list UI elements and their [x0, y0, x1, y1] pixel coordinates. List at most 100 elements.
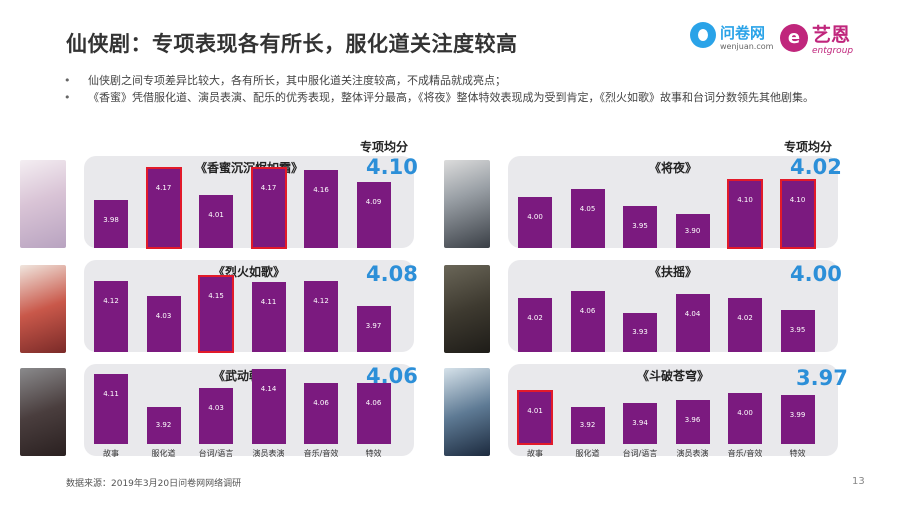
category-label: 演员表演: [252, 449, 285, 458]
page-number: 13: [852, 476, 865, 487]
bar-5: [304, 382, 338, 444]
bar-value-label: 3.99: [789, 410, 806, 419]
category-label: 台词/语言: [198, 449, 234, 458]
bar-1: [94, 374, 128, 444]
bar-value-label: 3.97: [365, 322, 382, 331]
panel-title: 《烈火如歌》: [212, 265, 285, 279]
bar-value-label: 4.17: [260, 184, 277, 193]
bar-value-label: 3.90: [684, 227, 701, 235]
bar-value-label: 4.12: [313, 296, 329, 305]
bar-6: [356, 382, 391, 444]
category-label: 台词/语言: [622, 449, 658, 458]
bar-2: [145, 167, 182, 249]
category-label: 特效: [789, 449, 806, 458]
bar-value-label: 4.09: [365, 197, 382, 206]
bar-6: [780, 309, 815, 352]
bar-value-label: 4.11: [260, 298, 277, 307]
category-label: 服化道: [575, 449, 600, 458]
bar-value-label: 4.04: [684, 310, 701, 319]
page-title: 仙侠剧：专项表现各有所长，服化道关注度较高: [66, 32, 518, 56]
bar-value-label: 4.06: [313, 398, 329, 407]
bar-4: [675, 214, 710, 248]
bar-4: [251, 282, 286, 352]
poster-fuyao-image: [444, 265, 490, 353]
bar-value-label: 4.02: [737, 313, 753, 322]
bar-2: [146, 295, 181, 352]
bar-value-label: 4.00: [737, 409, 753, 417]
bar-value-label: 3.92: [579, 421, 596, 430]
bar-value-label: 4.03: [208, 403, 224, 412]
bar-value-label: 4.01: [208, 211, 224, 220]
bar-5: [304, 280, 338, 352]
bar-2: [570, 188, 605, 248]
bar-2: [146, 406, 181, 444]
category-label: 特效: [365, 449, 382, 458]
bar-2: [570, 406, 605, 444]
panel-title: 《将夜》: [648, 161, 697, 175]
bar-value-label: 4.16: [313, 185, 329, 194]
bar-4: [675, 294, 710, 352]
bar-5: [304, 169, 338, 248]
wenjuan-logo-name: 问卷网: [720, 24, 766, 42]
bar-5: [728, 393, 762, 444]
bar-value-label: 4.02: [527, 313, 543, 322]
bar-value-label: 4.05: [579, 204, 596, 213]
bar-value-label: 3.98: [103, 216, 119, 225]
bar-value-label: 4.06: [579, 306, 596, 315]
bar-3: [623, 312, 657, 352]
bar-3: [623, 205, 657, 248]
bar-value-label: 3.92: [155, 421, 172, 430]
bar-3: [623, 403, 657, 444]
bar-5: [728, 297, 762, 352]
poster-liehuo-image: [20, 265, 66, 353]
bar-value-label: 4.10: [737, 196, 753, 204]
bullet-item: 仙侠剧之间专项差异比较大，各有所长，其中服化道关注度较高，不成精品就成亮点；: [64, 72, 844, 89]
entgroup-logo-icon: e: [780, 24, 808, 52]
bar-value-label: 4.17: [155, 184, 172, 193]
bar-3: [199, 387, 233, 444]
bar-value-label: 4.15: [208, 291, 224, 300]
category-label: 服化道: [151, 449, 176, 458]
bar-value-label: 3.95: [632, 221, 648, 230]
data-source-note: 数据来源：2019年3月20日问卷网网络调研: [66, 479, 242, 489]
avg-score-value: 4.08: [366, 262, 418, 286]
bar-value-label: 4.12: [103, 296, 119, 305]
category-label: 故事: [103, 449, 119, 458]
bar-5: [727, 179, 763, 249]
entgroup-logo-name: 艺恩: [812, 24, 851, 46]
bar-value-label: 3.95: [789, 325, 806, 334]
avg-score-label: 专项均分: [360, 140, 409, 154]
panel-title: 《扶摇》: [648, 265, 697, 279]
bar-1: [94, 280, 128, 352]
avg-score-value: 4.02: [790, 155, 842, 179]
bar-1: [518, 297, 552, 352]
bullet-item: 《香蜜》凭借服化道、演员表演、配乐的优秀表现，整体评分最高，《将夜》整体特效表现…: [64, 89, 844, 106]
wenjuan-logo-icon: [690, 22, 716, 48]
category-label: 音乐/音效: [303, 449, 339, 458]
bar-6: [780, 394, 815, 444]
poster-jiangye-image: [444, 160, 490, 248]
bar-3: [199, 195, 233, 248]
avg-score-value: 4.10: [366, 155, 418, 179]
bar-value-label: 4.14: [260, 385, 277, 394]
panel-title: 《斗破苍穹》: [636, 369, 709, 383]
bar-4: [675, 399, 710, 444]
avg-score-value: 4.00: [790, 262, 842, 286]
category-label: 故事: [527, 449, 543, 458]
wenjuan-logo-sub: wenjuan.com: [720, 42, 774, 51]
poster-xiangmi-image: [20, 160, 66, 248]
summary-bullets: 仙侠剧之间专项差异比较大，各有所长，其中服化道关注度较高，不成精品就成亮点； 《…: [64, 72, 844, 106]
bar-6: [356, 181, 391, 248]
bar-value-label: 4.11: [103, 390, 119, 399]
bar-2: [570, 290, 605, 352]
bar-value-label: 4.06: [365, 398, 382, 407]
bar-value-label: 4.00: [527, 213, 543, 221]
poster-doupo-image: [444, 368, 490, 456]
wenjuan-logo: 问卷网 wenjuan.com: [690, 20, 774, 60]
bar-value-label: 4.10: [789, 196, 806, 204]
bar-1: [518, 197, 552, 248]
bar-4: [250, 167, 287, 249]
bar-1: [517, 390, 553, 445]
bar-value-label: 4.01: [527, 407, 543, 416]
poster-wudong-image: [20, 368, 66, 456]
